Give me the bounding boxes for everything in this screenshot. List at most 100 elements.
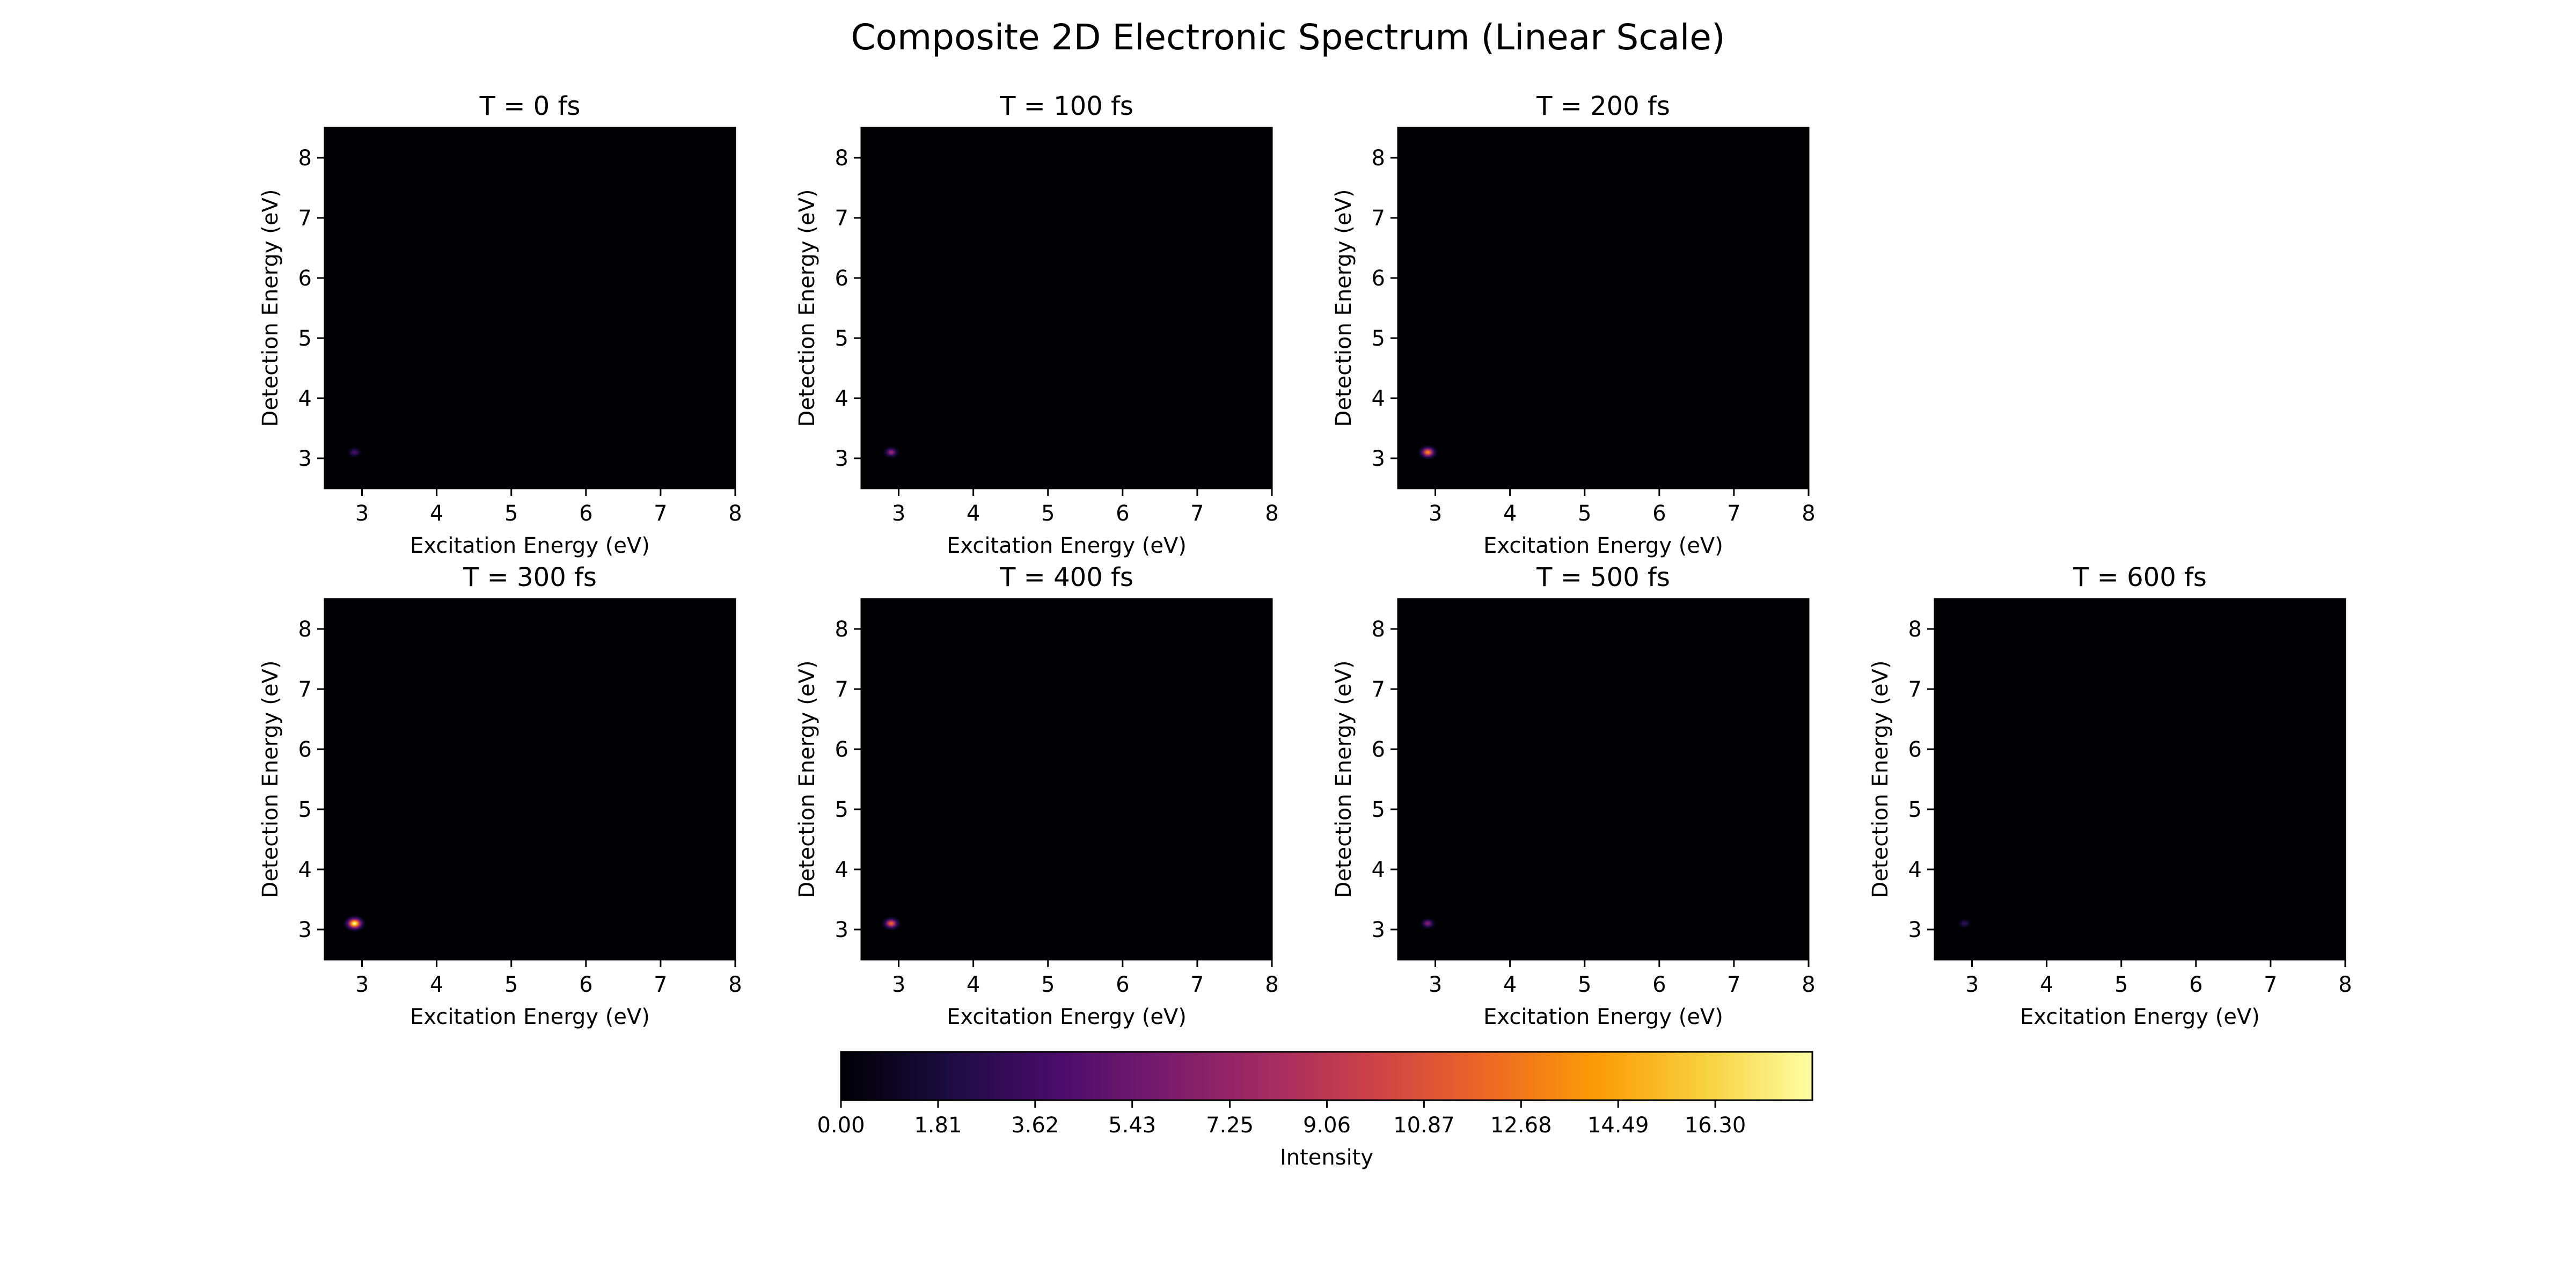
plot-frame [324,127,736,489]
heatmap-background [861,599,1272,960]
y-tick-label: 7 [835,206,848,231]
x-axis-label: Excitation Energy (eV) [947,533,1187,558]
heatmap-peak [343,914,367,932]
x-tick-label: 3 [355,501,369,526]
x-tick-label: 6 [1116,501,1129,526]
y-tick-label: 3 [298,918,312,942]
x-axis-label: Excitation Energy (eV) [410,533,650,558]
y-tick-label: 8 [1908,617,1922,642]
y-tick-label: 7 [835,677,848,702]
x-axis-label: Excitation Energy (eV) [1483,533,1723,558]
y-tick-label: 4 [1908,858,1922,882]
y-tick-label: 6 [835,737,848,762]
y-tick-label: 5 [1372,326,1385,351]
x-tick-label: 5 [1041,501,1055,526]
y-tick-label: 5 [298,797,312,822]
panel-0: T = 0 fs 3 4 5 6 7 8 3 4 5 6 7 8 Excitation Energy (e… [258,91,742,558]
panel-title: T = 400 fs [999,562,1133,592]
figure-title: Composite 2D Electronic Spectrum (Linear… [851,17,1725,58]
colorbar-label: Intensity [1280,1145,1373,1170]
x-tick-label: 4 [967,972,980,997]
x-tick-label: 7 [654,972,667,997]
heatmap-peak [881,916,902,931]
y-tick-label: 6 [1908,737,1922,762]
colorbar-gradient [841,1052,1812,1100]
y-tick-label: 7 [1908,677,1922,702]
x-tick-label: 8 [1265,501,1278,526]
colorbar-tick-label: 3.62 [1011,1113,1059,1138]
y-tick-label: 3 [835,447,848,471]
x-tick-label: 7 [1190,501,1204,526]
y-tick-label: 8 [835,146,848,171]
y-tick-label: 3 [1372,447,1385,471]
y-tick-label: 6 [835,266,848,291]
heatmap-background [1398,599,1809,960]
colorbar-tick-label: 10.87 [1393,1113,1455,1138]
panel-5: T = 500 fs 3 4 5 6 7 8 3 4 5 6 7 8 Excitation Energy … [1331,562,1816,1029]
panel-title: T = 200 fs [1536,91,1670,121]
y-tick-label: 3 [298,447,312,471]
y-tick-label: 5 [298,326,312,351]
y-tick-label: 4 [835,386,848,411]
y-tick-label: 6 [298,737,312,762]
x-tick-label: 3 [1429,501,1442,526]
colorbar-tick-label: 1.81 [914,1113,962,1138]
x-tick-label: 8 [1265,972,1278,997]
y-tick-label: 7 [1372,206,1385,231]
x-tick-label: 6 [1652,972,1666,997]
y-axis-label: Detection Energy (eV) [258,661,283,898]
colorbar-tick-label: 9.06 [1303,1113,1351,1138]
x-tick-label: 5 [1578,972,1591,997]
y-tick-label: 3 [1908,918,1922,942]
heatmap-background [325,128,735,488]
x-tick-label: 4 [430,501,443,526]
x-axis-label: Excitation Energy (eV) [410,1005,650,1029]
colorbar: 0.00 1.81 3.62 5.43 7.25 9.06 10.87 12.68 14.49 1… [817,1051,1813,1170]
colorbar-tick-label: 0.00 [817,1113,865,1138]
panel-title: T = 100 fs [999,91,1133,121]
y-axis-label: Detection Energy (eV) [1331,189,1356,427]
y-tick-label: 4 [1372,858,1385,882]
y-tick-label: 4 [835,858,848,882]
x-axis-label: Excitation Energy (eV) [947,1005,1187,1029]
heatmap-peak [1956,917,1973,930]
y-axis-label: Detection Energy (eV) [795,189,819,427]
x-tick-label: 3 [892,501,905,526]
panel-6: T = 600 fs 3 4 5 6 7 8 3 4 5 6 7 8 Excitation Energy … [1868,562,2352,1029]
x-tick-label: 3 [892,972,905,997]
colorbar-tick-label: 14.49 [1587,1113,1649,1138]
y-tick-label: 3 [1372,918,1385,942]
y-tick-label: 8 [298,617,312,642]
panel-4: T = 400 fs 3 4 5 6 7 8 3 4 5 6 7 8 Excitation Energy … [795,562,1279,1029]
x-axis-label: Excitation Energy (eV) [1483,1005,1723,1029]
heatmap-peak [346,446,363,459]
y-tick-label: 5 [1372,797,1385,822]
heatmap-peak [1417,444,1439,460]
y-tick-label: 8 [1372,146,1385,171]
x-tick-label: 3 [355,972,369,997]
x-tick-label: 4 [430,972,443,997]
y-tick-label: 3 [835,918,848,942]
x-tick-label: 5 [504,972,518,997]
x-tick-label: 5 [504,501,518,526]
x-tick-label: 4 [1503,972,1517,997]
heatmap-background [861,128,1272,488]
x-axis-label: Excitation Energy (eV) [2020,1005,2260,1029]
x-tick-label: 6 [579,972,592,997]
x-tick-label: 7 [1727,501,1740,526]
y-axis-label: Detection Energy (eV) [258,189,283,427]
y-tick-label: 5 [1908,797,1922,822]
x-tick-label: 6 [579,501,592,526]
x-tick-label: 5 [2114,972,2128,997]
y-tick-label: 6 [1372,266,1385,291]
y-tick-label: 7 [298,206,312,231]
x-tick-label: 3 [1429,972,1442,997]
colorbar-tick-label: 7.25 [1206,1113,1254,1138]
heatmap-background [325,599,735,960]
plot-frame [1397,598,1810,961]
x-tick-label: 5 [1578,501,1591,526]
colorbar-tick-label: 16.30 [1685,1113,1746,1138]
y-tick-label: 4 [298,386,312,411]
plot-frame [860,127,1273,489]
